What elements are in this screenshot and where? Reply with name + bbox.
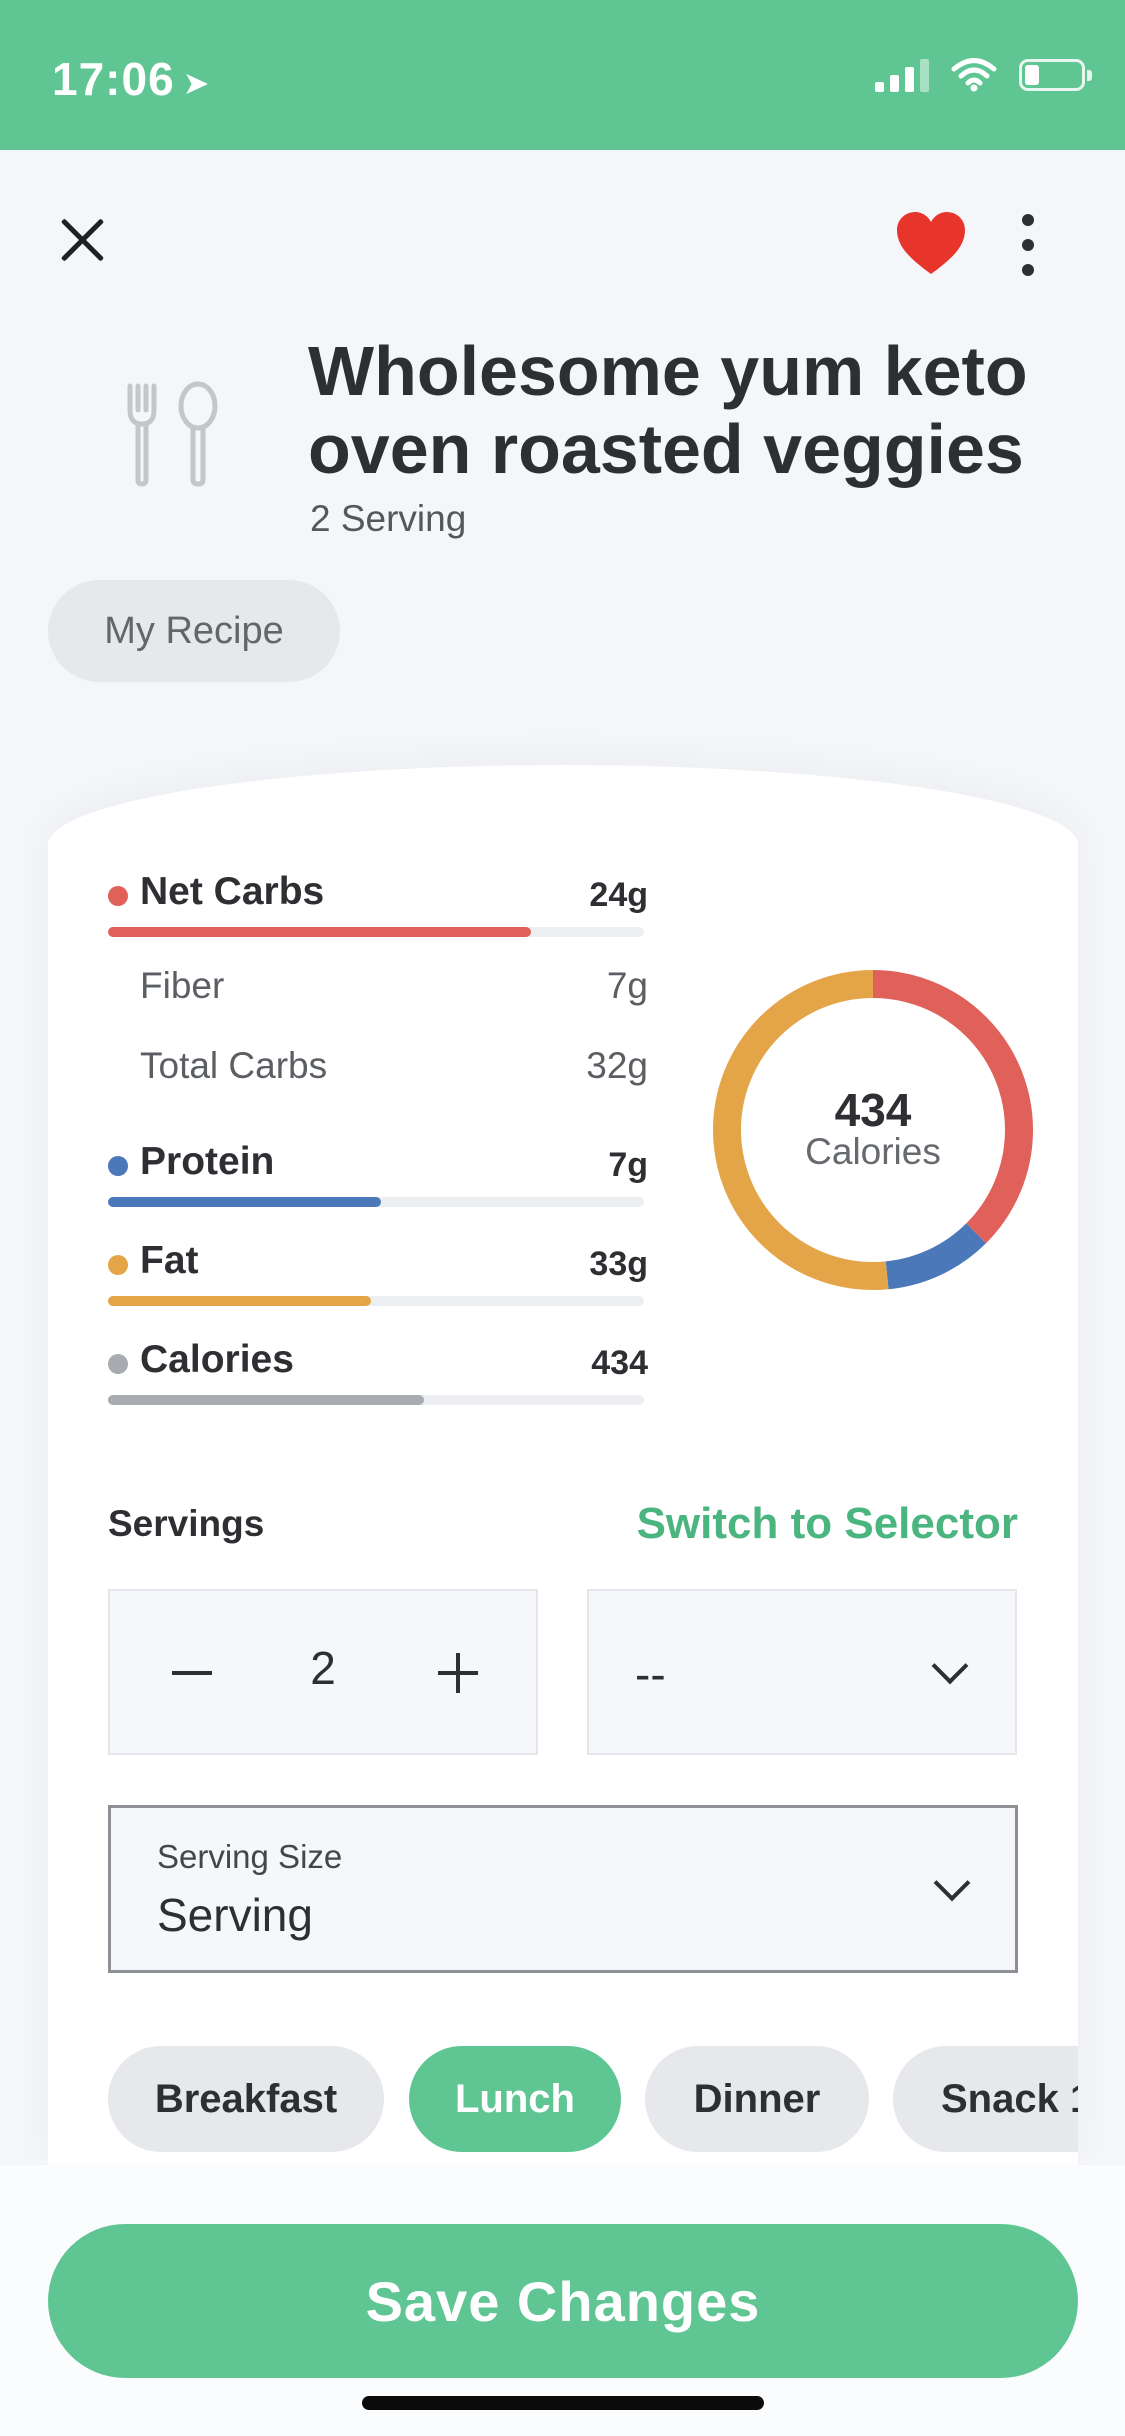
- cutlery-icon: [127, 381, 218, 487]
- nutrition-card: Net Carbs 24g Fiber 7g Total Carbs 32g P…: [48, 765, 1078, 2165]
- protein-bar: [108, 1197, 644, 1207]
- serving-size-label: Serving Size: [157, 1838, 343, 1875]
- wifi-icon: [951, 58, 997, 92]
- donut-slice-fat: [713, 970, 1033, 1290]
- macro-net-carbs: Net Carbs 24g: [108, 870, 648, 937]
- fat-bar-fill: [108, 1296, 371, 1306]
- more-icon[interactable]: [1010, 214, 1046, 276]
- save-changes-button[interactable]: Save Changes: [48, 2224, 1078, 2378]
- calorie-donut-chart: [713, 970, 1033, 1290]
- calories-bar: [108, 1395, 644, 1405]
- close-icon[interactable]: [52, 212, 112, 272]
- home-indicator: [362, 2396, 764, 2410]
- net-carbs-bar-fill: [108, 927, 532, 937]
- meal-selector: Breakfast Lunch Dinner Snack 1: [108, 2046, 1078, 2156]
- protein-bar-fill: [108, 1197, 382, 1207]
- fat-dot: [108, 1255, 128, 1275]
- donut-center-label: Calories: [805, 1131, 941, 1172]
- calories-dot: [108, 1354, 128, 1374]
- fiber-row: Fiber 7g: [140, 965, 648, 1006]
- serving-unit-select[interactable]: --: [587, 1589, 1017, 1755]
- meal-dinner[interactable]: Dinner: [645, 2046, 869, 2152]
- fat-bar: [108, 1296, 644, 1306]
- serving-unit-value: --: [635, 1648, 666, 1700]
- page-title: Wholesome yum keto oven roasted veggies: [308, 332, 1028, 488]
- macro-calories: Calories 434: [108, 1338, 648, 1405]
- switch-to-selector-link[interactable]: Switch to Selector: [636, 1499, 1018, 1548]
- status-time: 17:06 ➤: [52, 53, 211, 105]
- servings-label: Servings: [108, 1503, 265, 1544]
- meal-snack-1[interactable]: Snack 1: [893, 2046, 1078, 2152]
- meal-breakfast[interactable]: Breakfast: [108, 2046, 384, 2152]
- serving-size-select[interactable]: Serving Size Serving: [108, 1805, 1018, 1973]
- donut-center-value: 434: [834, 1084, 912, 1136]
- heart-icon[interactable]: [895, 210, 967, 278]
- plus-icon[interactable]: [438, 1653, 478, 1693]
- minus-icon[interactable]: [172, 1671, 212, 1675]
- serving-count: 2 Serving: [310, 498, 467, 539]
- serving-size-value: Serving: [157, 1889, 313, 1941]
- chevron-down-icon: [931, 1647, 969, 1685]
- location-arrow-icon: ➤: [182, 64, 211, 101]
- my-recipe-tag[interactable]: My Recipe: [48, 580, 340, 682]
- protein-dot: [108, 1156, 128, 1176]
- net-carbs-dot: [108, 886, 128, 906]
- quantity-stepper: 2: [108, 1589, 538, 1755]
- macro-protein: Protein 7g: [108, 1140, 648, 1207]
- meal-lunch[interactable]: Lunch: [409, 2046, 621, 2152]
- net-carbs-bar: [108, 927, 644, 937]
- quantity-value[interactable]: 2: [310, 1642, 336, 1694]
- status-bar: 17:06 ➤: [0, 0, 1125, 150]
- calories-bar-fill: [108, 1395, 425, 1405]
- macro-fat: Fat 33g: [108, 1239, 648, 1306]
- status-icons: [875, 58, 1092, 92]
- total-carbs-row: Total Carbs 32g: [140, 1045, 648, 1086]
- signal-icon: [875, 58, 929, 92]
- battery-icon: [1019, 59, 1092, 91]
- chevron-down-icon: [933, 1864, 971, 1902]
